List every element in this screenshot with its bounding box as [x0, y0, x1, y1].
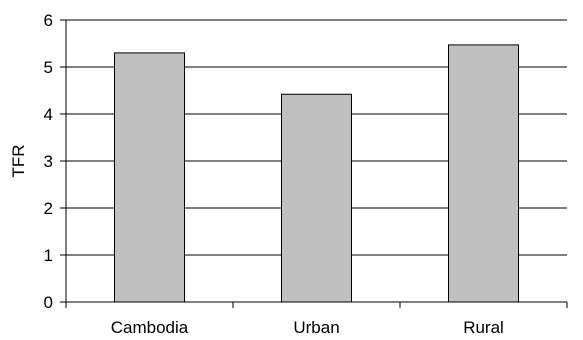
x-tick-labels: Cambodia Urban Rural [111, 318, 504, 337]
y-tick-label: 5 [44, 58, 53, 77]
axes [60, 19, 568, 308]
y-axis-title: TFR [9, 144, 28, 177]
y-tick-label: 0 [44, 293, 53, 312]
y-tick-label: 4 [44, 105, 53, 124]
bar-urban [281, 93, 352, 303]
bar-cambodia [114, 52, 185, 303]
y-tick-labels: 0 1 2 3 4 5 6 [44, 11, 53, 312]
y-tick-label: 1 [44, 246, 53, 265]
bar-rural [448, 44, 519, 303]
x-tick-label: Urban [293, 318, 339, 337]
y-tick-label: 6 [44, 11, 53, 30]
y-tick-label: 3 [44, 152, 53, 171]
y-tick-label: 2 [44, 199, 53, 218]
x-tick-label: Rural [463, 318, 504, 337]
bars [114, 44, 519, 303]
x-tick-label: Cambodia [111, 318, 189, 337]
